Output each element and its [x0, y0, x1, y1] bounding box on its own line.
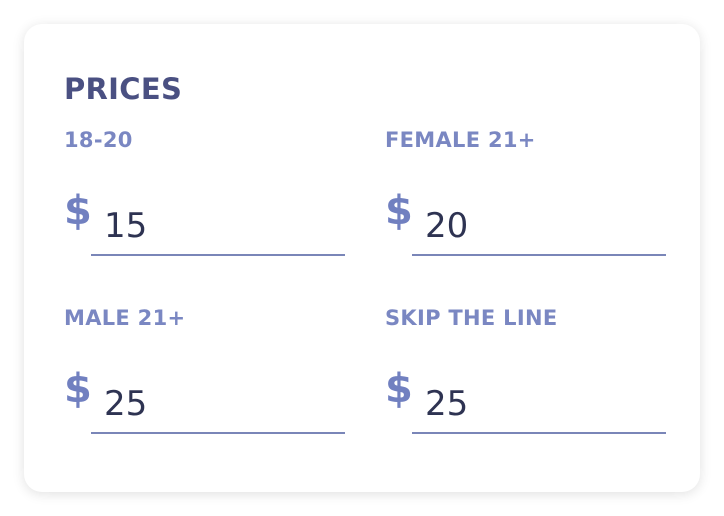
field-label: 18-20 [64, 128, 133, 152]
price-input[interactable]: 15 [91, 198, 345, 256]
price-value: 20 [425, 206, 469, 246]
currency-symbol: $ [64, 366, 92, 412]
price-input[interactable]: 25 [412, 376, 666, 434]
currency-symbol: $ [385, 188, 413, 234]
price-input[interactable]: 20 [412, 198, 666, 256]
field-label: MALE 21+ [64, 306, 186, 330]
price-value: 25 [104, 384, 148, 424]
price-value: 15 [104, 206, 148, 246]
price-value: 25 [425, 384, 469, 424]
field-label: FEMALE 21+ [385, 128, 536, 152]
prices-card: PRICES 18-20 $15 FEMALE 21+ $20 MALE 21+ $25 S… [24, 24, 700, 492]
currency-symbol: $ [64, 188, 92, 234]
field-label: SKIP THE LINE [385, 306, 558, 330]
price-input[interactable]: 25 [91, 376, 345, 434]
card-title: PRICES [64, 72, 183, 106]
currency-symbol: $ [385, 366, 413, 412]
